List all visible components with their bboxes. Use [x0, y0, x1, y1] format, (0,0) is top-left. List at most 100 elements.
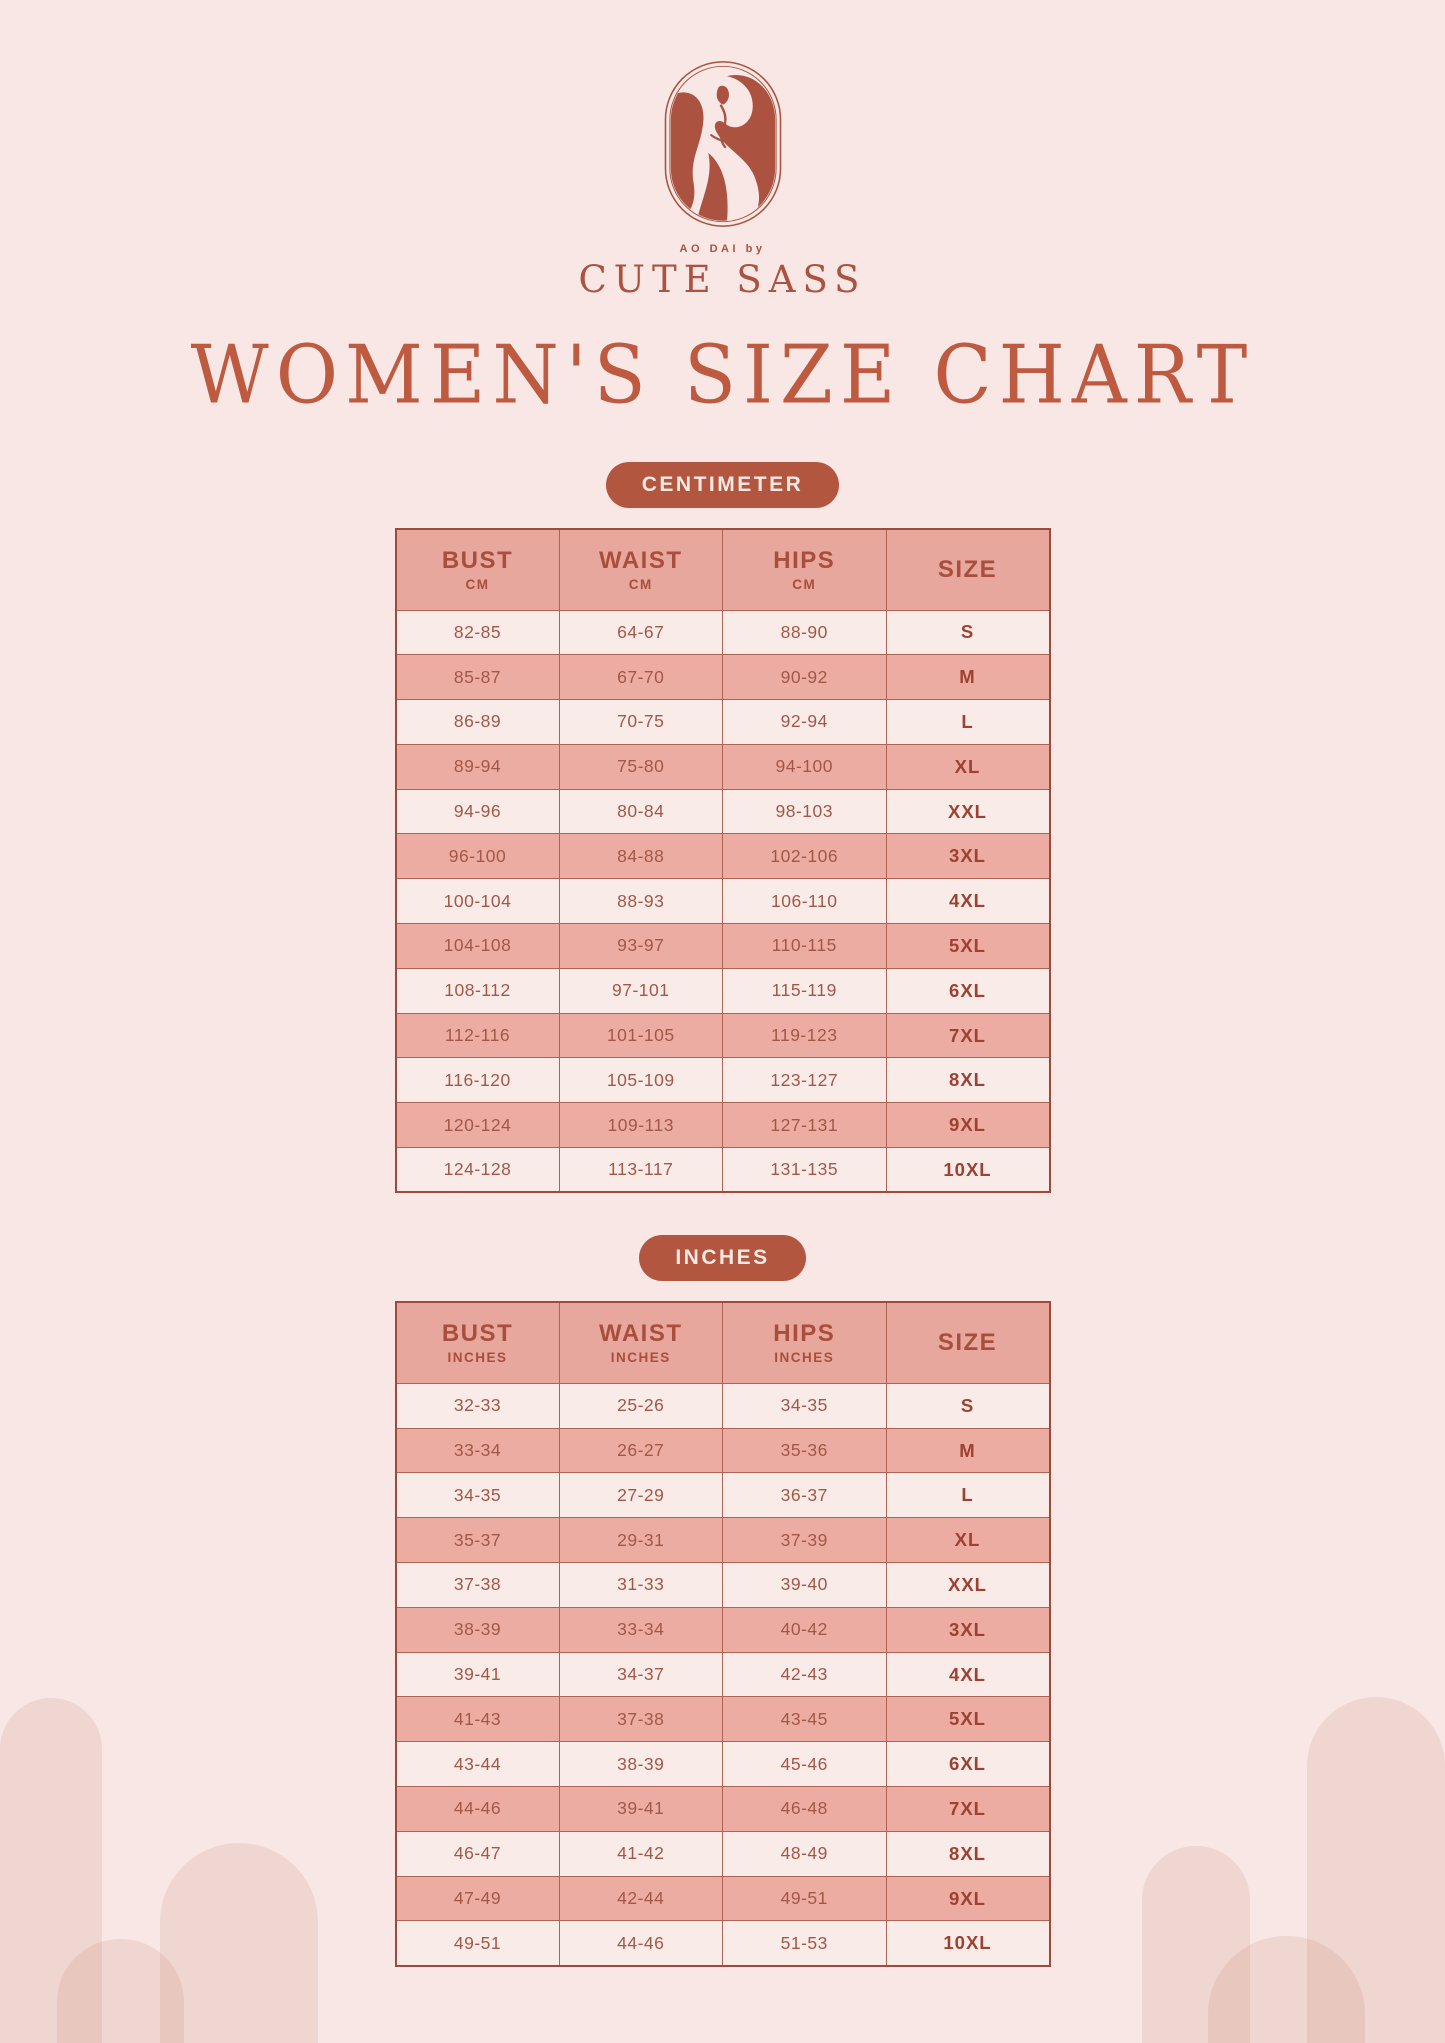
measure-cell: 102-106 [722, 833, 887, 880]
measure-cell: 40-42 [722, 1606, 887, 1653]
measure-cell: 47-49 [395, 1875, 560, 1922]
measure-cell: 36-37 [722, 1472, 887, 1519]
column-header-waist: WAIST INCHES [558, 1301, 723, 1384]
size-cell: M [885, 1427, 1050, 1474]
measure-cell: 33-34 [558, 1606, 723, 1653]
size-cell: 4XL [885, 878, 1050, 925]
measure-cell: 109-113 [558, 1102, 723, 1149]
measure-cell: 131-135 [722, 1147, 887, 1193]
measure-cell: 35-37 [395, 1517, 560, 1564]
arch-decoration [57, 1939, 184, 2043]
size-row-xxl: 37-38 31-33 39-40 XXL [395, 1562, 1050, 1608]
size-row-4xl: 39-41 34-37 42-43 4XL [395, 1651, 1050, 1698]
measure-cell: 112-116 [395, 1012, 560, 1059]
size-row-5xl: 41-43 37-38 43-45 5XL [395, 1696, 1050, 1743]
measure-cell: 39-40 [722, 1562, 887, 1608]
size-cell: 6XL [885, 967, 1050, 1014]
page-title: WOMEN'S SIZE CHART [190, 327, 1255, 422]
measure-cell: 39-41 [558, 1786, 723, 1832]
column-header-bust: BUST INCHES [395, 1301, 560, 1384]
measure-cell: 46-48 [722, 1786, 887, 1832]
size-cell: 3XL [885, 833, 1050, 880]
column-header-size: SIZE [885, 528, 1050, 611]
header-row: BUST INCHES WAIST INCHES HIPS INCHES SIZE [395, 1301, 1050, 1384]
measure-cell: 39-41 [395, 1651, 560, 1698]
size-row-7xl: 112-116 101-105 119-123 7XL [395, 1012, 1050, 1059]
unit-badge-centimeter: CENTIMETER [605, 462, 840, 508]
size-row-xxl: 94-96 80-84 98-103 XXL [395, 788, 1050, 835]
measure-cell: 37-38 [395, 1562, 560, 1608]
unit-badge-inches: INCHES [639, 1235, 806, 1282]
arch-decoration [0, 1698, 102, 2043]
measure-cell: 116-120 [395, 1057, 560, 1104]
measure-cell: 43-44 [395, 1741, 560, 1788]
measure-cell: 70-75 [558, 699, 723, 745]
column-header-bust: BUST CM [395, 528, 560, 611]
size-row-10xl: 49-51 44-46 51-53 10XL [395, 1920, 1050, 1967]
measure-cell: 119-123 [722, 1012, 887, 1059]
measure-cell: 44-46 [558, 1920, 723, 1967]
measure-cell: 25-26 [558, 1382, 723, 1429]
size-row-5xl: 104-108 93-97 110-115 5XL [395, 923, 1050, 969]
measure-cell: 41-43 [395, 1696, 560, 1743]
size-cell: 8XL [885, 1830, 1050, 1877]
size-cell: M [885, 654, 1050, 701]
measure-cell: 64-67 [558, 609, 723, 656]
size-row-10xl: 124-128 113-117 131-135 10XL [395, 1147, 1050, 1193]
measure-cell: 94-100 [722, 743, 887, 790]
measure-cell: 37-38 [558, 1696, 723, 1743]
measure-cell: 120-124 [395, 1102, 560, 1149]
measure-cell: 89-94 [395, 743, 560, 790]
size-row-6xl: 108-112 97-101 115-119 6XL [395, 967, 1050, 1014]
measure-cell: 93-97 [558, 923, 723, 969]
size-row-8xl: 116-120 105-109 123-127 8XL [395, 1057, 1050, 1104]
size-cell: 6XL [885, 1741, 1050, 1788]
measure-cell: 32-33 [395, 1382, 560, 1429]
measure-cell: 88-90 [722, 609, 887, 656]
size-cell: 7XL [885, 1786, 1050, 1832]
measure-cell: 96-100 [395, 833, 560, 880]
size-row-s: 82-85 64-67 88-90 S [395, 609, 1050, 656]
measure-cell: 27-29 [558, 1472, 723, 1519]
header-row: BUST CM WAIST CM HIPS CM SIZE [395, 528, 1050, 611]
measure-cell: 94-96 [395, 788, 560, 835]
size-row-l: 86-89 70-75 92-94 L [395, 699, 1050, 745]
measure-cell: 35-36 [722, 1427, 887, 1474]
measure-cell: 33-34 [395, 1427, 560, 1474]
arch-decoration [1307, 1697, 1445, 2043]
size-cell: 7XL [885, 1012, 1050, 1059]
measure-cell: 124-128 [395, 1147, 560, 1193]
poster-content: AO DAI by CUTE SASS WOMEN'S SIZE CHART C… [0, 0, 1445, 1967]
measure-cell: 29-31 [558, 1517, 723, 1564]
brand-name: CUTE SASS [578, 258, 867, 301]
size-row-7xl: 44-46 39-41 46-48 7XL [395, 1786, 1050, 1832]
measure-cell: 48-49 [722, 1830, 887, 1877]
size-cell: 3XL [885, 1606, 1050, 1653]
measure-cell: 100-104 [395, 878, 560, 925]
measure-cell: 38-39 [395, 1606, 560, 1653]
measure-cell: 84-88 [558, 833, 723, 880]
brand-pretitle: AO DAI by [679, 243, 766, 255]
size-table-cm: BUST CM WAIST CM HIPS CM SIZE 82-85 64-67 88-90 S 8… [394, 528, 1051, 1194]
measure-cell: 98-103 [722, 788, 887, 835]
size-row-3xl: 38-39 33-34 40-42 3XL [395, 1606, 1050, 1653]
column-header-hips: HIPS INCHES [722, 1301, 887, 1384]
size-cell: 10XL [885, 1147, 1050, 1193]
measure-cell: 51-53 [722, 1920, 887, 1967]
brand-logo: AO DAI by CUTE SASS [0, 0, 1445, 301]
size-row-s: 32-33 25-26 34-35 S [395, 1382, 1050, 1429]
woman-in-ao-dai-capsule-icon [664, 61, 781, 227]
size-row-6xl: 43-44 38-39 45-46 6XL [395, 1741, 1050, 1788]
measure-cell: 101-105 [558, 1012, 723, 1059]
size-cell: L [885, 1472, 1050, 1519]
size-cell: XXL [885, 788, 1050, 835]
measure-cell: 90-92 [722, 654, 887, 701]
arch-decoration [160, 1843, 318, 2043]
arch-decoration [1142, 1846, 1250, 2043]
measure-cell: 42-44 [558, 1875, 723, 1922]
measure-cell: 41-42 [558, 1830, 723, 1877]
size-table-inches: BUST INCHES WAIST INCHES HIPS INCHES SIZE 32-33… [394, 1301, 1051, 1967]
size-row-l: 34-35 27-29 36-37 L [395, 1472, 1050, 1519]
section-inches: INCHES BUST INCHES WAIST INCHES HIPS INCHES SI… [0, 1193, 1445, 1967]
